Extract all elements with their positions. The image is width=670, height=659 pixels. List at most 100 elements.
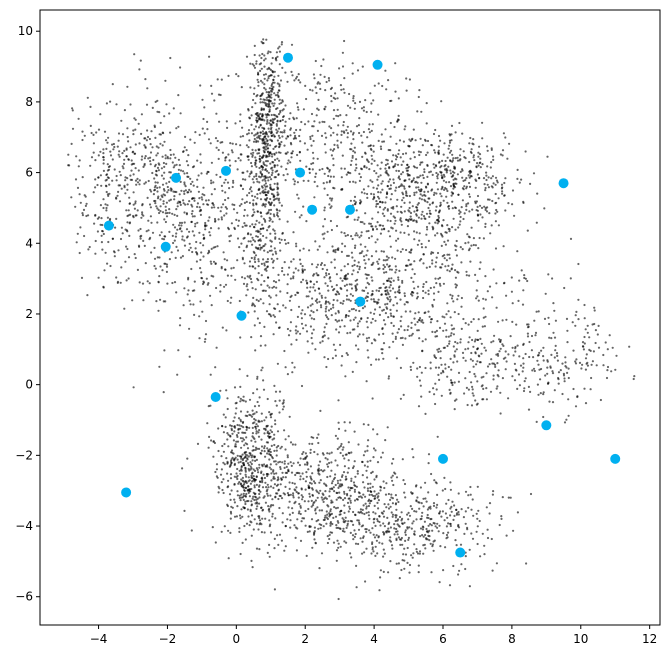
background-point [159, 298, 162, 301]
background-point [322, 525, 325, 528]
background-point [408, 251, 411, 254]
background-point [284, 476, 287, 479]
background-point [124, 228, 127, 231]
background-point [259, 198, 263, 201]
background-point [492, 340, 495, 343]
background-point [590, 376, 593, 380]
background-point [349, 552, 352, 555]
background-point [482, 177, 486, 180]
background-point [365, 286, 368, 289]
background-point [265, 416, 268, 419]
background-point [345, 298, 348, 301]
background-point [326, 458, 329, 461]
background-point [350, 159, 353, 162]
background-point [410, 321, 413, 324]
background-point [210, 161, 213, 164]
background-point [513, 214, 516, 217]
background-point [254, 267, 257, 270]
background-point [107, 168, 111, 171]
background-point [181, 467, 184, 470]
background-point [537, 354, 540, 357]
background-point [337, 146, 340, 149]
background-point [282, 405, 285, 408]
background-point [537, 363, 540, 366]
background-point [268, 555, 271, 558]
background-point [370, 235, 373, 238]
background-point [240, 508, 243, 511]
background-point [229, 142, 232, 145]
background-point [243, 277, 246, 280]
background-point [261, 366, 264, 369]
background-point [251, 106, 254, 109]
background-point [173, 213, 176, 216]
background-point [248, 265, 251, 268]
background-point [304, 452, 307, 455]
background-point [542, 355, 545, 358]
background-point [255, 547, 259, 550]
background-point [327, 357, 330, 361]
background-point [154, 173, 157, 176]
background-point [266, 551, 269, 555]
background-point [318, 300, 321, 303]
background-point [288, 117, 291, 120]
background-point [264, 289, 267, 292]
background-point [326, 316, 329, 319]
background-point [193, 234, 196, 237]
background-point [530, 334, 534, 338]
background-point [324, 490, 327, 493]
background-point [381, 451, 384, 454]
background-point [273, 153, 276, 156]
background-point [556, 354, 559, 357]
background-point [164, 220, 167, 224]
background-point [311, 472, 314, 475]
background-point [447, 335, 450, 338]
background-point [301, 268, 304, 271]
background-point [310, 317, 313, 320]
background-point [160, 174, 164, 177]
background-point [224, 425, 227, 428]
background-point [271, 155, 274, 158]
background-point [256, 317, 259, 320]
background-point [434, 128, 437, 132]
background-point [326, 517, 329, 521]
background-point [336, 437, 339, 440]
background-point [293, 180, 296, 183]
background-point [371, 542, 374, 546]
background-point [347, 441, 350, 444]
background-point [468, 195, 471, 198]
background-point [304, 84, 307, 87]
background-point [378, 258, 381, 261]
background-point [366, 316, 369, 320]
background-point [435, 261, 438, 264]
background-point [222, 450, 225, 453]
background-point [235, 218, 238, 221]
background-point [464, 348, 467, 351]
background-point [92, 142, 95, 145]
background-point [235, 434, 239, 437]
background-point [241, 479, 244, 482]
background-point [410, 180, 413, 183]
background-point [230, 429, 233, 432]
background-point [221, 141, 224, 144]
background-point [370, 192, 373, 195]
background-point [260, 156, 264, 160]
background-point [270, 472, 273, 475]
background-point [263, 280, 266, 283]
background-point [286, 273, 289, 276]
background-point [454, 350, 457, 353]
background-point [569, 237, 573, 240]
background-point [450, 332, 453, 335]
background-point [117, 249, 120, 252]
background-point [286, 220, 289, 223]
background-point [387, 230, 390, 233]
background-point [120, 119, 123, 122]
background-point [302, 477, 305, 480]
background-point [357, 124, 360, 127]
background-point [255, 298, 258, 301]
background-point [478, 153, 482, 156]
background-point [451, 170, 454, 173]
background-point [419, 384, 422, 387]
background-point [266, 52, 269, 55]
background-point [329, 508, 332, 511]
background-point [564, 361, 567, 364]
